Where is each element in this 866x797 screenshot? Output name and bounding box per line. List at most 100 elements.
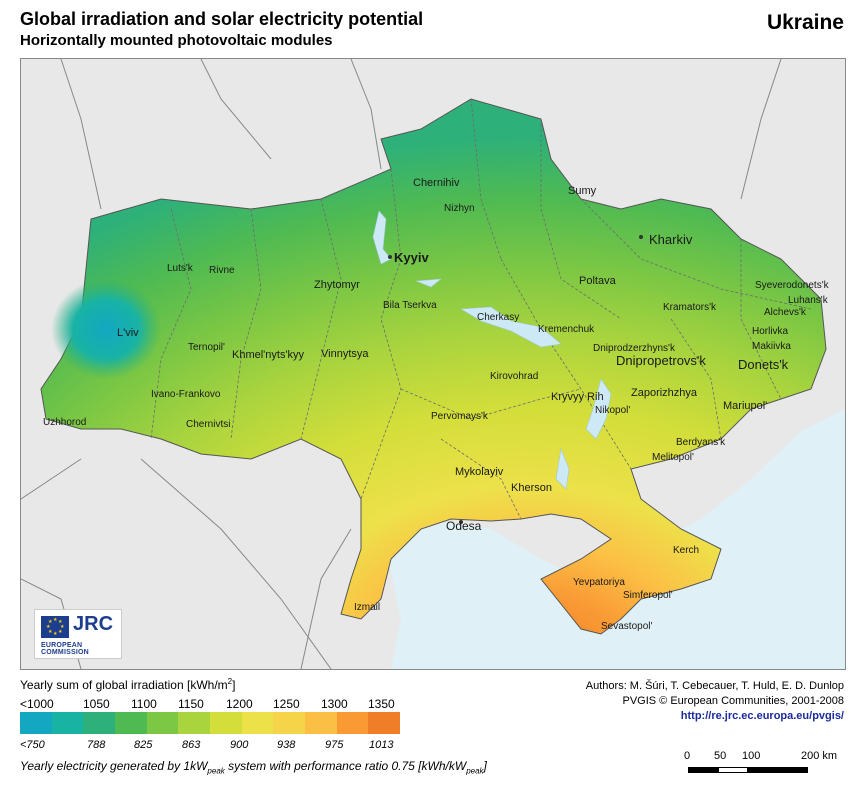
city-kirovohrad: Kirovohrad bbox=[490, 371, 538, 382]
city-kramatorsk: Kramators'k bbox=[663, 302, 717, 313]
city-nikopol: Nikopol' bbox=[595, 405, 630, 416]
city-kerch: Kerch bbox=[673, 545, 699, 556]
city-izmail: Izmail bbox=[354, 602, 380, 613]
legend-swatch bbox=[20, 712, 52, 734]
legend-irradiation-labels: <1000 1050 1100 1150 1200 1250 1300 1350 bbox=[20, 697, 420, 711]
country-name: Ukraine bbox=[766, 11, 844, 34]
city-berdyansk: Berdyans'k bbox=[676, 437, 726, 448]
legend-caption: Yearly electricity generated by 1kWpeak … bbox=[20, 759, 487, 776]
legend-label: 1250 bbox=[273, 697, 300, 711]
city-sevastopol: Sevastopol' bbox=[601, 621, 652, 632]
city-cherkasy: Cherkasy bbox=[477, 312, 519, 323]
scale-segment bbox=[718, 767, 748, 773]
legend-label: <750 bbox=[20, 739, 45, 751]
city-kherson: Kherson bbox=[511, 482, 552, 494]
oblast-borders bbox=[150, 98, 812, 520]
scale-segment bbox=[688, 767, 718, 773]
scale-label: 100 bbox=[742, 750, 761, 762]
legend-swatch bbox=[51, 712, 84, 734]
city-donetsk: Donets'k bbox=[738, 357, 789, 372]
city-bila-tserkva: Bila Tserkva bbox=[383, 300, 437, 311]
pvgis-link[interactable]: http://re.jrc.ec.europa.eu/pvgis/ bbox=[680, 710, 844, 722]
ukraine-territory bbox=[40, 98, 827, 635]
city-nizhyn: Nizhyn bbox=[444, 203, 475, 214]
city-lutsk: Luts'k bbox=[167, 263, 194, 274]
city-kharkiv: Kharkiv bbox=[649, 232, 693, 247]
authors-line: Authors: M. Šúri, T. Cebecauer, T. Huld,… bbox=[585, 680, 844, 692]
legend-label: 1350 bbox=[368, 697, 395, 711]
rivers bbox=[372, 210, 612, 490]
jrc-name: JRC bbox=[73, 613, 114, 635]
city-alchevsk: Alchevs'k bbox=[764, 307, 807, 318]
legend-swatch bbox=[178, 712, 211, 734]
legend-swatch bbox=[336, 712, 369, 734]
city-kyyiv: Kyyiv bbox=[394, 250, 429, 265]
city-simferopol: Simferopol' bbox=[623, 590, 673, 601]
city-odesa: Odesa bbox=[446, 519, 482, 533]
city-uzhhorod: Uzhhorod bbox=[43, 417, 86, 428]
city-kryvyy-rih: Kryvyy Rih bbox=[551, 391, 604, 403]
legend-swatch bbox=[368, 712, 401, 734]
city-rivne: Rivne bbox=[209, 265, 235, 276]
city-mariupol: Mariupol' bbox=[723, 400, 767, 412]
map-title: Global irradiation and solar electricity… bbox=[20, 9, 424, 29]
city-zhytomyr: Zhytomyr bbox=[314, 279, 360, 291]
city-sumy: Sumy bbox=[568, 185, 597, 197]
legend-label: 900 bbox=[230, 739, 249, 751]
city-makiivka: Makiivka bbox=[752, 341, 791, 352]
scale-label: 0 bbox=[684, 750, 691, 762]
jrc-logo: ★ ★ ★ ★ ★ ★ ★ ★ JRC EUROPEAN COMMISSION bbox=[34, 609, 122, 659]
lviv-zone bbox=[51, 279, 161, 379]
city-dnipropetrovsk: Dnipropetrovs'k bbox=[616, 353, 706, 368]
city-dniprodzerzhynsk: Dniprodzerzhyns'k bbox=[593, 343, 676, 354]
legend-label: 1300 bbox=[321, 697, 348, 711]
city-poltava: Poltava bbox=[579, 275, 617, 287]
city-chernivtsi: Chernivtsi bbox=[186, 419, 230, 430]
map-canvas: Chernihiv Sumy Nizhyn Kharkiv Kyyiv Luts… bbox=[21, 59, 845, 669]
city-ivano-frankovo: Ivano-Frankovo bbox=[151, 389, 221, 400]
legend-label: 788 bbox=[87, 739, 106, 751]
eu-flag-icon: ★ ★ ★ ★ ★ ★ ★ ★ bbox=[41, 616, 69, 638]
legend-swatch bbox=[146, 712, 179, 734]
city-kremenchuk: Kremenchuk bbox=[538, 324, 595, 335]
legend-label: 975 bbox=[325, 739, 344, 751]
legend-label: 1100 bbox=[131, 697, 157, 711]
legend-swatch bbox=[210, 712, 242, 734]
city-vinnytsya: Vinnytsya bbox=[321, 348, 369, 360]
scale-label: 200 km bbox=[801, 750, 838, 762]
city-khmelnytskyy: Khmel'nyts'kyy bbox=[232, 349, 305, 361]
legend-label: 938 bbox=[277, 739, 296, 751]
legend-swatch bbox=[115, 712, 147, 734]
legend-label: 1050 bbox=[83, 697, 110, 711]
legend-color-bar bbox=[20, 712, 401, 734]
legend-swatch bbox=[241, 712, 274, 734]
legend-title: Yearly sum of global irradiation [kWh/m2… bbox=[20, 677, 236, 692]
city-melitopol: Melitopol' bbox=[652, 452, 694, 463]
city-yevpatoriya: Yevpatoriya bbox=[573, 577, 625, 588]
legend-label: 863 bbox=[182, 739, 201, 751]
legend-label: 1200 bbox=[226, 697, 253, 711]
map-panel[interactable]: Chernihiv Sumy Nizhyn Kharkiv Kyyiv Luts… bbox=[20, 58, 846, 670]
city-mykolayiv: Mykolayiv bbox=[455, 466, 504, 478]
legend-electricity-labels: <750 788 825 863 900 938 975 1013 bbox=[20, 739, 420, 753]
credits: Authors: M. Šúri, T. Cebecauer, T. Huld,… bbox=[586, 679, 844, 724]
city-luhansk: Luhans'k bbox=[788, 295, 829, 306]
city-horlivka: Horlivka bbox=[752, 326, 789, 337]
city-chernihiv: Chernihiv bbox=[413, 177, 460, 189]
legend-swatch bbox=[305, 712, 337, 734]
scale-segment bbox=[748, 767, 808, 773]
jrc-org: EUROPEAN COMMISSION bbox=[41, 642, 89, 656]
legend-label: 1013 bbox=[369, 739, 394, 751]
legend-label: 825 bbox=[134, 739, 153, 751]
city-sieverodonetsk: Syeverodonets'k bbox=[755, 280, 830, 291]
legend-label: <1000 bbox=[20, 697, 54, 711]
city-labels: Chernihiv Sumy Nizhyn Kharkiv Kyyiv Luts… bbox=[43, 177, 830, 632]
legend-swatch bbox=[273, 712, 306, 734]
legend-label: 1150 bbox=[178, 697, 204, 711]
scale-bar: 0 50 100 200 km bbox=[680, 750, 860, 790]
city-zaporizhzhya: Zaporizhzhya bbox=[631, 387, 698, 399]
city-pervomaysk: Pervomays'k bbox=[431, 411, 489, 422]
legend-swatch bbox=[83, 712, 116, 734]
city-ternopil: Ternopil' bbox=[188, 342, 225, 353]
city-lviv: L'viv bbox=[117, 327, 139, 339]
